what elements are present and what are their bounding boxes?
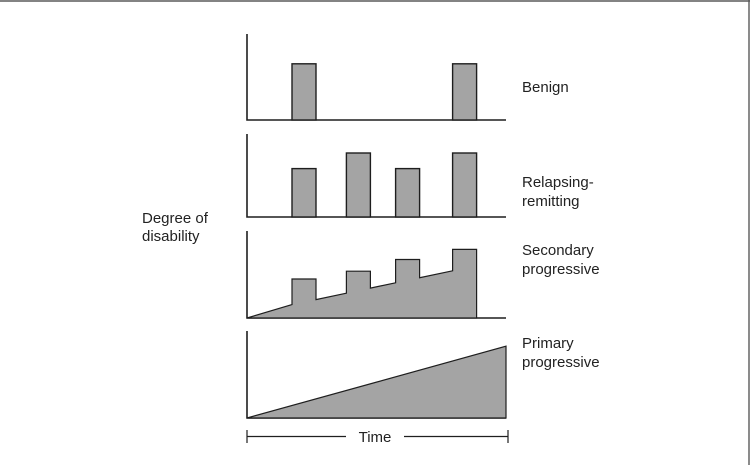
panel-benign: Benign	[246, 34, 569, 121]
time-axis: Time	[246, 429, 509, 446]
panel-benign-axes	[246, 34, 506, 121]
panel-primary-progressive-label-line-2: progressive	[522, 354, 600, 371]
panel-secondary-progressive-marks	[246, 248, 478, 319]
time-axis-label: Time	[359, 429, 392, 446]
panel-relapsing-remitting: Relapsing- remitting	[246, 134, 598, 218]
panel-relapsing-remitting-label: Relapsing- remitting	[522, 174, 598, 210]
panel-primary-progressive-marks	[246, 345, 507, 419]
relapse-bar	[451, 152, 478, 218]
panel-benign-label: Benign	[522, 79, 569, 96]
relapse-bar	[345, 152, 372, 218]
relapse-bar	[451, 63, 478, 121]
y-axis-label-line-1: Degree of	[142, 210, 209, 227]
panel-secondary-progressive: Secondary progressive	[246, 231, 600, 319]
progression-area	[246, 345, 507, 419]
relapse-bar	[291, 63, 317, 121]
progression-area	[246, 248, 478, 319]
relapse-bar	[394, 167, 421, 218]
panel-primary-progressive-label: Primary progressive	[522, 335, 600, 371]
y-axis-label-line-2: disability	[142, 228, 200, 245]
panel-secondary-progressive-label-line-2: progressive	[522, 261, 600, 278]
panel-primary-progressive: Primary progressive	[246, 331, 600, 419]
relapse-bar	[291, 167, 317, 218]
panel-secondary-progressive-label: Secondary progressive	[522, 242, 600, 278]
panel-relapsing-remitting-label-line-2: remitting	[522, 193, 580, 210]
panel-secondary-progressive-label-line-1: Secondary	[522, 242, 594, 259]
panel-relapsing-remitting-label-line-1: Relapsing-	[522, 174, 594, 191]
panel-primary-progressive-label-line-1: Primary	[522, 335, 574, 352]
y-axis-label: Degree of disability	[142, 210, 212, 245]
panel-benign-label-line-1: Benign	[522, 79, 569, 96]
panel-relapsing-remitting-marks	[291, 152, 478, 218]
panel-benign-marks	[291, 63, 478, 121]
